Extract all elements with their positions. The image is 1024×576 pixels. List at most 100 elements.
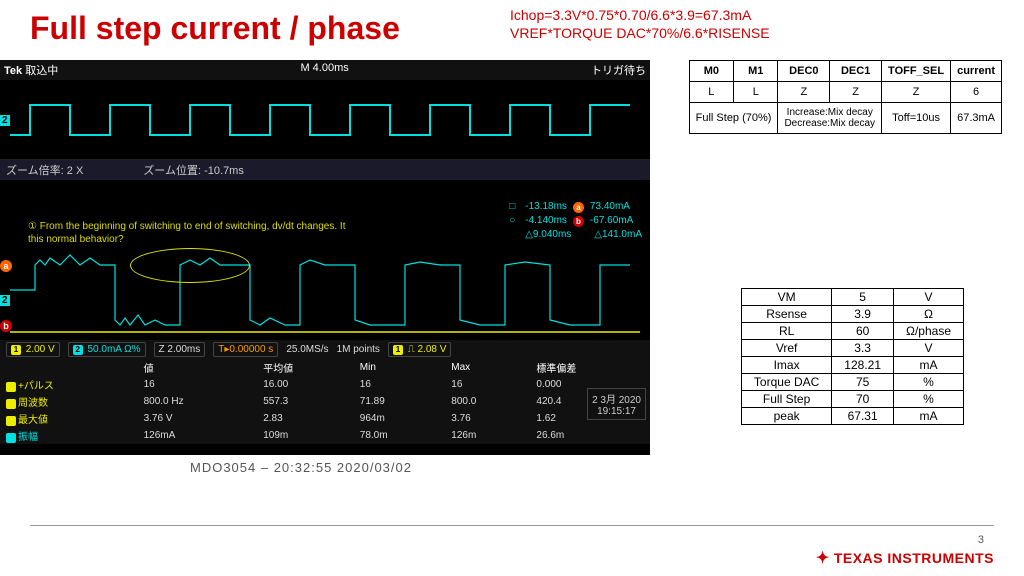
ch2-scale: 2 50.0mA Ω% xyxy=(68,342,146,357)
scope-status-left: 取込中 xyxy=(25,65,58,77)
cell: 3.3 xyxy=(832,340,894,357)
table-row: 2振幅126mA109m78.0m126m26.6m xyxy=(0,427,650,444)
scope-timestamp: 2 3月 2020 19:15:17 xyxy=(587,388,646,420)
cell: 60 xyxy=(832,323,894,340)
cell: 109m xyxy=(257,427,354,444)
cell: V xyxy=(894,289,964,306)
cell: 5 xyxy=(832,289,894,306)
trigger-pos: T▸0.00000 s xyxy=(213,342,278,357)
ch-icon: 1 xyxy=(6,416,16,426)
scope-header: Tek 取込中 M 4.00ms トリガ待ち xyxy=(0,60,650,80)
col-header: Min xyxy=(354,359,446,376)
meas-name: 振幅 xyxy=(18,432,38,443)
params-table: VM5V Rsense3.9Ω RL60Ω/phase Vref3.3V Ima… xyxy=(741,288,964,425)
cursor-dt: △9.040ms xyxy=(525,228,571,242)
cell: RL xyxy=(741,323,831,340)
cell: 800.0 Hz xyxy=(138,393,258,410)
square-wave-top xyxy=(10,100,630,140)
cell: 71.89 xyxy=(354,393,446,410)
cell: mA xyxy=(894,357,964,374)
cell: 3.76 xyxy=(445,410,530,427)
sample-rate: 25.0MS/s xyxy=(286,344,328,355)
col-header: Max xyxy=(445,359,530,376)
cell: 126m xyxy=(445,427,530,444)
config-table: M0 M1 DEC0 DEC1 TOFF_SEL current L L Z Z… xyxy=(689,60,1002,134)
ti-logo: ✦TEXAS INSTRUMENTS xyxy=(816,548,994,568)
col-header: M0 xyxy=(689,61,733,82)
table-row: Vref3.3V xyxy=(741,340,963,357)
ti-brand-text: TEXAS INSTRUMENTS xyxy=(834,550,994,566)
scope-timebase: M 4.00ms xyxy=(58,62,591,78)
trigger-level: 1 ⎍ 2.08 V xyxy=(388,342,451,357)
cursor-dv: △141.0mA xyxy=(594,228,642,242)
cursor-t: -13.18ms xyxy=(525,200,567,214)
cursor-t: -4.140ms xyxy=(525,214,567,228)
cell: 78.0m xyxy=(354,427,446,444)
cell: 16 xyxy=(354,376,446,393)
cell: 557.3 xyxy=(257,393,354,410)
cell: VM xyxy=(741,289,831,306)
ch1-scale-val: 2.00 V xyxy=(26,344,55,355)
zoom-ratio-label: ズーム倍率: xyxy=(6,165,64,177)
table-row: Torque DAC75% xyxy=(741,374,963,391)
table-row: VM5V xyxy=(741,289,963,306)
cell: 16.00 xyxy=(257,376,354,393)
cursor-sym: □ xyxy=(505,200,519,214)
table-row: 値 平均値 Min Max 標準偏差 xyxy=(0,359,650,376)
measurement-table: 値 平均値 Min Max 標準偏差 1+パルス1616.0016160.000… xyxy=(0,359,650,444)
trig-val: 0.00000 s xyxy=(229,344,273,355)
cell: Ω/phase xyxy=(894,323,964,340)
cell: 800.0 xyxy=(445,393,530,410)
cell: Imax xyxy=(741,357,831,374)
cell: L xyxy=(689,82,733,103)
trig-lvl-val: 2.08 V xyxy=(417,344,446,355)
table-row: Full Step70% xyxy=(741,391,963,408)
cursor-row: □ -13.18ms a 73.40mA xyxy=(505,200,642,214)
table-row: RL60Ω/phase xyxy=(741,323,963,340)
cell: 126mA xyxy=(138,427,258,444)
ti-chip-icon: ✦ xyxy=(816,550,830,567)
cell: Increase:Mix decay Decrease:Mix decay xyxy=(778,103,882,134)
meas-name: 最大値 xyxy=(18,415,48,426)
col-header: 標準偏差 xyxy=(530,359,650,376)
table-row: Rsense3.9Ω xyxy=(741,306,963,323)
zoom-pos-label: ズーム位置: xyxy=(143,165,201,177)
cell: Vref xyxy=(741,340,831,357)
cursor-sym: ○ xyxy=(505,214,519,228)
zoom-timebase: Z 2.00ms xyxy=(154,342,206,357)
scope-top-waveform: 2 xyxy=(0,80,650,160)
cell: % xyxy=(894,374,964,391)
cell: Torque DAC xyxy=(741,374,831,391)
formula-block: Ichop=3.3V*0.75*0.70/6.6*3.9=67.3mA VREF… xyxy=(510,6,770,42)
formula-line2: VREF*TORQUE DAC*70%/6.6*RISENSE xyxy=(510,24,770,42)
cell: 26.6m xyxy=(530,427,650,444)
cell: 6 xyxy=(951,82,1002,103)
cursor-readout: □ -13.18ms a 73.40mA ○ -4.140ms b -67.60… xyxy=(505,200,642,242)
cell: Toff=10us xyxy=(882,103,951,134)
ch2-scale-val: 50.0mA Ω% xyxy=(87,344,140,355)
table-row: Full Step (70%) Increase:Mix decay Decre… xyxy=(689,103,1001,134)
ch-icon: 1 xyxy=(6,382,16,392)
cursor-row: ○ -4.140ms b -67.60mA xyxy=(505,214,642,228)
scope-caption: MDO3054 – 20:32:55 2020/03/02 xyxy=(190,460,412,475)
page-number: 3 xyxy=(978,534,984,546)
zoom-ratio: 2 X xyxy=(67,165,84,177)
meas-name: 周波数 xyxy=(18,398,48,409)
cell: L xyxy=(734,82,778,103)
scope-brand: Tek xyxy=(4,65,22,77)
formula-line1: Ichop=3.3V*0.75*0.70/6.6*3.9=67.3mA xyxy=(510,6,770,24)
scope-status-right: トリガ待ち xyxy=(591,62,646,78)
cell: 964m xyxy=(354,410,446,427)
cell: peak xyxy=(741,408,831,425)
cursor-badge-a: a xyxy=(573,202,584,213)
cell: 2.83 xyxy=(257,410,354,427)
cursor-badge-b: b xyxy=(573,216,584,227)
table-row: Imax128.21mA xyxy=(741,357,963,374)
col-header: DEC1 xyxy=(830,61,882,82)
ch-icon: 1 xyxy=(6,399,16,409)
cell: 128.21 xyxy=(832,357,894,374)
cell: Rsense xyxy=(741,306,831,323)
ch1-scale: 1 2.00 V xyxy=(6,342,60,357)
oscilloscope-screenshot: Tek 取込中 M 4.00ms トリガ待ち 2 ズーム倍率: 2 X ズーム位… xyxy=(0,60,650,455)
cursor-v: -67.60mA xyxy=(590,214,633,228)
